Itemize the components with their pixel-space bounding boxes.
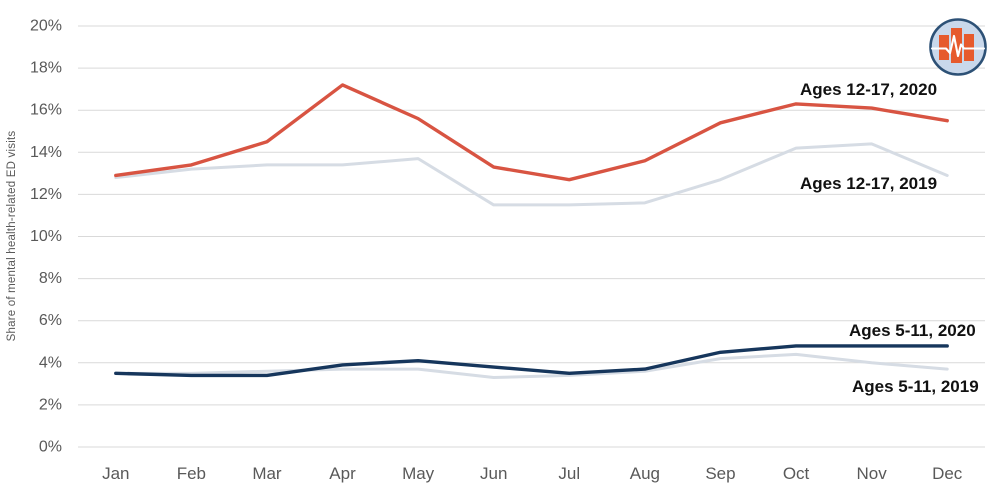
- series-label-ages-5-11-2019: Ages 5-11, 2019: [852, 377, 979, 396]
- series-line-ages-12-17-2019: [114, 142, 949, 207]
- logo-svg: [929, 18, 987, 76]
- y-tick-label: 6%: [39, 312, 62, 329]
- series-line-ages-5-11-2020: [114, 344, 949, 378]
- x-tick-label: Apr: [329, 464, 356, 483]
- series-label-ages-5-11-2020: Ages 5-11, 2020: [849, 321, 976, 340]
- x-tick-label: Feb: [177, 464, 206, 483]
- series-line-ages-12-17-2020: [114, 83, 949, 182]
- y-tick-label: 18%: [30, 60, 62, 77]
- series-label-ages-12-17-2020: Ages 12-17, 2020: [800, 80, 938, 99]
- y-tick-label: 10%: [30, 228, 62, 245]
- y-tick-label: 2%: [39, 396, 62, 413]
- x-tick-label: Sep: [705, 464, 735, 483]
- y-tick-label: 16%: [30, 102, 62, 119]
- x-tick-label: Mar: [252, 464, 282, 483]
- y-tick-label: 0%: [39, 439, 62, 456]
- x-tick-label: Jun: [480, 464, 507, 483]
- y-tick-label: 8%: [39, 270, 62, 287]
- health-bars-ekg-logo-icon: [928, 17, 988, 77]
- y-tick-label: 14%: [30, 144, 62, 161]
- x-tick-label: Jan: [102, 464, 129, 483]
- logo-ekg-pulse: [930, 34, 986, 58]
- series-line-ages-5-11-2019: [114, 352, 949, 380]
- x-tick-label: May: [402, 464, 435, 483]
- x-tick-label: Nov: [857, 464, 888, 483]
- y-axis-title: Share of mental health-related ED visits: [6, 130, 18, 342]
- y-tick-label: 4%: [39, 354, 62, 371]
- series-label-ages-12-17-2019: Ages 12-17, 2019: [800, 174, 938, 193]
- x-tick-label: Jul: [558, 464, 580, 483]
- x-tick-label: Oct: [783, 464, 810, 483]
- y-tick-label: 12%: [30, 186, 62, 203]
- x-tick-label: Dec: [932, 464, 963, 483]
- x-tick-label: Aug: [630, 464, 660, 483]
- y-tick-label: 20%: [30, 18, 62, 35]
